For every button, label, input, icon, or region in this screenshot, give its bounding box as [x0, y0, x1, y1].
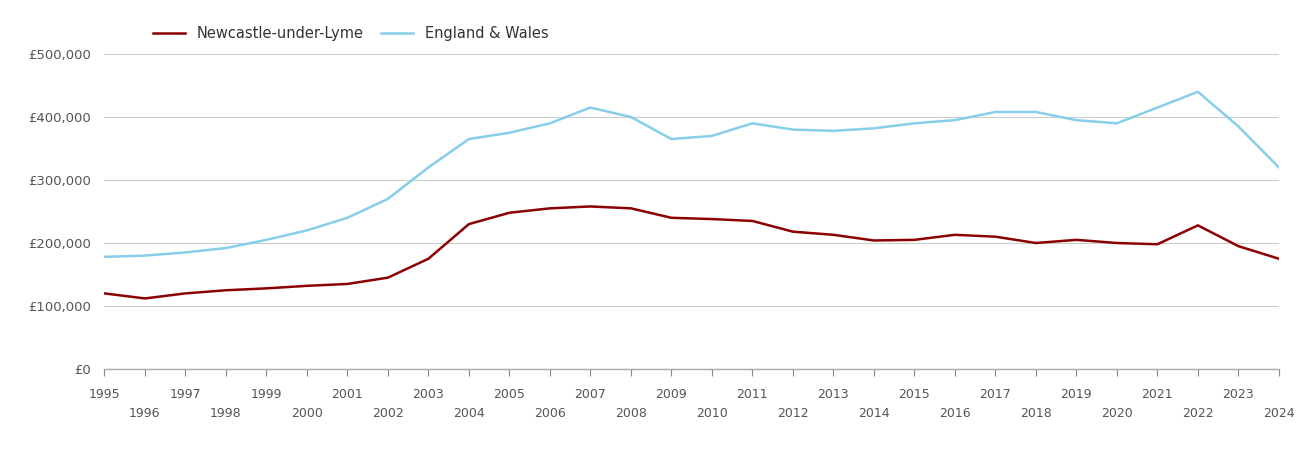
England & Wales: [745, 121, 761, 126]
England & Wales: [299, 228, 315, 233]
England & Wales: [907, 121, 923, 126]
Text: 2002: 2002: [372, 407, 403, 420]
England & Wales: [1190, 89, 1206, 94]
Text: 2006: 2006: [534, 407, 566, 420]
Newcastle-under-Lyme: [622, 206, 638, 211]
Text: 1998: 1998: [210, 407, 241, 420]
England & Wales: [988, 109, 1004, 115]
Text: 2023: 2023: [1223, 388, 1254, 401]
Text: 2000: 2000: [291, 407, 322, 420]
Text: 2019: 2019: [1061, 388, 1092, 401]
Text: 2022: 2022: [1182, 407, 1214, 420]
Newcastle-under-Lyme: [97, 291, 112, 296]
Newcastle-under-Lyme: [501, 210, 517, 216]
England & Wales: [622, 114, 638, 120]
Newcastle-under-Lyme: [867, 238, 882, 243]
England & Wales: [380, 196, 395, 202]
Newcastle-under-Lyme: [258, 286, 274, 291]
Newcastle-under-Lyme: [420, 256, 436, 261]
Newcastle-under-Lyme: [582, 204, 598, 209]
England & Wales: [218, 245, 234, 251]
Text: 2018: 2018: [1021, 407, 1052, 420]
Text: 2017: 2017: [980, 388, 1011, 401]
Newcastle-under-Lyme: [218, 288, 234, 293]
England & Wales: [786, 127, 801, 132]
Text: 2020: 2020: [1101, 407, 1133, 420]
England & Wales: [1231, 124, 1246, 129]
Text: 2007: 2007: [574, 388, 607, 401]
Text: 2012: 2012: [776, 407, 809, 420]
Text: 2013: 2013: [818, 388, 850, 401]
Newcastle-under-Lyme: [907, 237, 923, 243]
Text: 2016: 2016: [940, 407, 971, 420]
Newcastle-under-Lyme: [786, 229, 801, 234]
Text: 2003: 2003: [412, 388, 444, 401]
Newcastle-under-Lyme: [745, 218, 761, 224]
Newcastle-under-Lyme: [1231, 243, 1246, 249]
England & Wales: [867, 126, 882, 131]
Newcastle-under-Lyme: [177, 291, 193, 296]
Newcastle-under-Lyme: [1271, 256, 1287, 261]
England & Wales: [137, 253, 153, 258]
England & Wales: [1271, 165, 1287, 170]
Text: 1999: 1999: [251, 388, 282, 401]
England & Wales: [947, 117, 963, 123]
Newcastle-under-Lyme: [1028, 240, 1044, 246]
Newcastle-under-Lyme: [663, 215, 679, 220]
England & Wales: [177, 250, 193, 255]
England & Wales: [258, 237, 274, 243]
Text: 1997: 1997: [170, 388, 201, 401]
Text: 2001: 2001: [331, 388, 363, 401]
England & Wales: [97, 254, 112, 260]
Text: 2021: 2021: [1142, 388, 1173, 401]
Text: 2008: 2008: [615, 407, 647, 420]
Line: Newcastle-under-Lyme: Newcastle-under-Lyme: [104, 207, 1279, 298]
Newcastle-under-Lyme: [542, 206, 557, 211]
Newcastle-under-Lyme: [705, 216, 720, 222]
Newcastle-under-Lyme: [1190, 223, 1206, 228]
Newcastle-under-Lyme: [1150, 242, 1165, 247]
England & Wales: [461, 136, 476, 142]
Newcastle-under-Lyme: [1069, 237, 1084, 243]
England & Wales: [1150, 105, 1165, 110]
England & Wales: [705, 133, 720, 139]
Text: 2010: 2010: [696, 407, 728, 420]
England & Wales: [582, 105, 598, 110]
Newcastle-under-Lyme: [988, 234, 1004, 239]
England & Wales: [339, 215, 355, 220]
Text: 2015: 2015: [899, 388, 930, 401]
England & Wales: [826, 128, 842, 134]
Text: 1996: 1996: [129, 407, 161, 420]
Newcastle-under-Lyme: [461, 221, 476, 227]
Line: England & Wales: England & Wales: [104, 92, 1279, 257]
England & Wales: [420, 165, 436, 170]
England & Wales: [542, 121, 557, 126]
England & Wales: [1028, 109, 1044, 115]
England & Wales: [663, 136, 679, 142]
Text: 2004: 2004: [453, 407, 484, 420]
Newcastle-under-Lyme: [826, 232, 842, 238]
Newcastle-under-Lyme: [380, 275, 395, 280]
Text: 2024: 2024: [1263, 407, 1295, 420]
Text: 1995: 1995: [89, 388, 120, 401]
Text: 2005: 2005: [493, 388, 526, 401]
Newcastle-under-Lyme: [137, 296, 153, 301]
Text: 2011: 2011: [736, 388, 769, 401]
England & Wales: [1109, 121, 1125, 126]
Newcastle-under-Lyme: [339, 281, 355, 287]
Newcastle-under-Lyme: [1109, 240, 1125, 246]
England & Wales: [1069, 117, 1084, 123]
Text: 2009: 2009: [655, 388, 688, 401]
Legend: Newcastle-under-Lyme, England & Wales: Newcastle-under-Lyme, England & Wales: [147, 20, 555, 47]
Newcastle-under-Lyme: [299, 283, 315, 288]
England & Wales: [501, 130, 517, 135]
Text: 2014: 2014: [859, 407, 890, 420]
Newcastle-under-Lyme: [947, 232, 963, 238]
